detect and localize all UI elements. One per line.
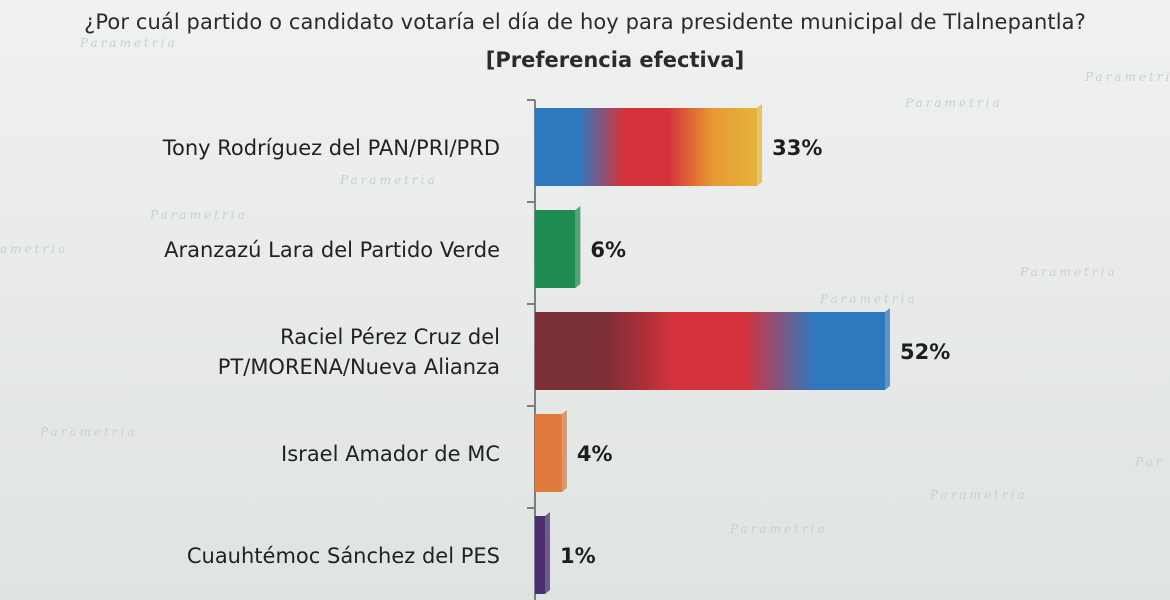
watermark: Parametria	[1020, 265, 1118, 279]
watermark: Parametria	[150, 208, 248, 222]
category-label: Tony Rodríguez del PAN/PRI/PRD	[162, 136, 500, 160]
watermark: Par	[1135, 455, 1165, 469]
watermark: Parametri	[1085, 70, 1170, 84]
watermark: Parametria	[340, 173, 438, 187]
category-label: PT/MORENA/Nueva Alianza	[218, 355, 500, 379]
value-label: 4%	[577, 442, 613, 466]
value-label: 52%	[900, 340, 950, 364]
bar	[535, 108, 758, 186]
bar	[535, 210, 576, 288]
bar	[535, 312, 885, 390]
value-label: 6%	[590, 238, 626, 262]
bar-side	[561, 410, 567, 492]
watermark: Parametria	[80, 36, 178, 50]
category-label: Aranzazú Lara del Partido Verde	[164, 238, 500, 262]
watermark: Parametria	[730, 522, 828, 536]
bar-side	[575, 206, 581, 288]
bar-side	[545, 512, 550, 594]
watermark: Parametria	[930, 488, 1028, 502]
chart-subtitle: [Preferencia efectiva]	[485, 48, 745, 72]
chart-title: ¿Por cuál partido o candidato votaría el…	[84, 10, 1086, 34]
value-label: 33%	[772, 136, 822, 160]
watermark: Parametria	[820, 292, 918, 306]
category-label: Raciel Pérez Cruz del	[280, 325, 500, 349]
watermark: Parametria	[905, 96, 1003, 110]
bar-side	[757, 104, 763, 186]
category-label: Cuauhtémoc Sánchez del PES	[187, 544, 500, 568]
category-label: Israel Amador de MC	[281, 442, 500, 466]
watermark: Parametria	[40, 425, 138, 439]
value-label: 1%	[560, 544, 596, 568]
watermark: ametria	[0, 242, 69, 256]
bar	[535, 516, 545, 594]
bar	[535, 414, 562, 492]
bar-side	[885, 308, 890, 390]
